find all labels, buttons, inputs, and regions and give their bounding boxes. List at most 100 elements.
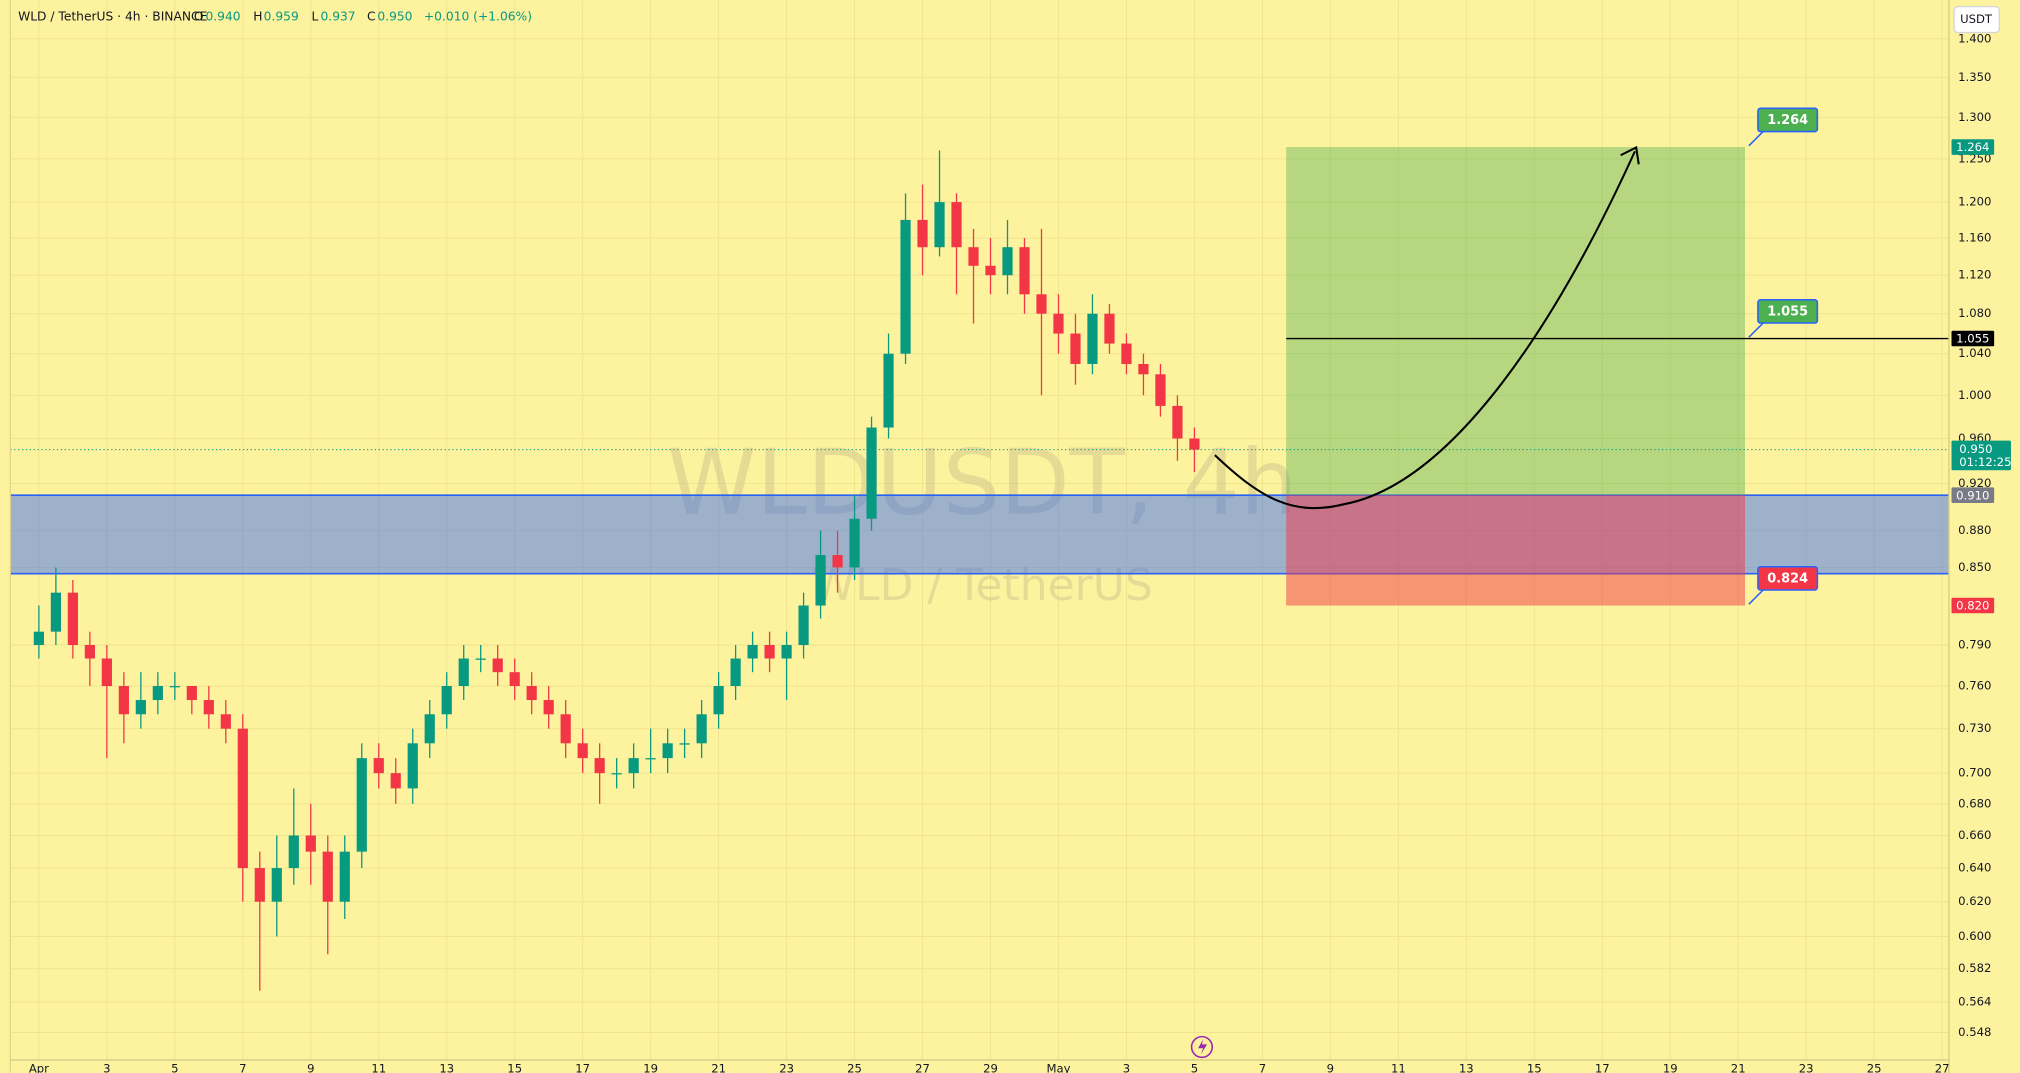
- candle-body: [985, 265, 996, 276]
- candle-body: [560, 714, 571, 744]
- header: WLD / TetherUS · 4h · BINANCE O 0.940 H …: [18, 9, 532, 23]
- y-tick-label: 0.582: [1958, 961, 1991, 975]
- arrow-head: [1620, 145, 1640, 165]
- candle-body: [662, 743, 673, 759]
- y-tick-label: 1.400: [1958, 31, 1991, 45]
- x-tick-label: 21: [1731, 1061, 1746, 1073]
- candle-body: [1053, 313, 1064, 334]
- x-tick-label: May: [1046, 1061, 1070, 1073]
- candle-body: [101, 658, 112, 687]
- event-icon[interactable]: [1190, 1035, 1214, 1059]
- candle-body: [441, 686, 452, 715]
- candle-body: [1121, 343, 1132, 364]
- plot: 1.264 1.055 0.824: [10, 107, 1949, 991]
- y-tick-label: 0.880: [1958, 523, 1991, 537]
- y-tick-label: 1.250: [1958, 151, 1991, 165]
- y-tick-label: 0.620: [1958, 894, 1991, 908]
- candle-body: [968, 247, 979, 266]
- forecast-arrow: [1214, 150, 1636, 510]
- axis-price-tag: [1951, 597, 1995, 614]
- x-tick-label: 13: [1459, 1061, 1474, 1073]
- candle-body: [832, 555, 843, 568]
- candle-body: [509, 672, 520, 687]
- callout-box: [1757, 565, 1819, 591]
- candle-body: [33, 631, 44, 646]
- candle-body: [1172, 405, 1183, 439]
- candle-body: [356, 758, 367, 852]
- event-bolt: [1198, 1039, 1208, 1055]
- axis-price-label: 0.820: [1956, 599, 1989, 613]
- candle-body: [254, 868, 265, 902]
- candle-body: [849, 518, 860, 568]
- l-value: 0.937: [321, 9, 356, 23]
- x-tick-label: 15: [507, 1061, 522, 1073]
- last-price-tag: [1951, 440, 2011, 471]
- candle-body: [900, 219, 911, 354]
- currency-button[interactable]: [1953, 5, 2000, 34]
- candle-body: [1189, 438, 1200, 450]
- candle-body: [1104, 313, 1115, 344]
- callout-label: 0.824: [1767, 572, 1808, 587]
- price-axis: Apr 3 5 7 9 11 13 15 17 19 21 23 25 27 29 May 3 5 7 9 11 13 15…: [29, 31, 2012, 1073]
- x-tick-label: 29: [983, 1061, 998, 1073]
- grid: [10, 0, 1949, 1060]
- callout-box: [1757, 107, 1819, 133]
- candle-body: [679, 743, 690, 745]
- x-tick-label: 19: [1663, 1061, 1678, 1073]
- candle-body: [186, 686, 197, 701]
- x-tick-label: 11: [1391, 1061, 1406, 1073]
- x-tick-label: Apr: [29, 1061, 49, 1073]
- axis-price-label: 1.055: [1956, 332, 1989, 346]
- x-tick-label: 11: [371, 1061, 386, 1073]
- candle-body: [220, 714, 231, 729]
- candle-body: [747, 645, 758, 659]
- candle-body: [373, 758, 384, 774]
- candle-body: [951, 202, 962, 248]
- profit-zone: [1286, 147, 1746, 496]
- h-value: 0.959: [264, 9, 299, 23]
- candle-body: [271, 868, 282, 902]
- x-tick-label: 3: [103, 1061, 110, 1073]
- x-tick-label: 9: [307, 1061, 314, 1073]
- callout-leader: [1748, 131, 1764, 147]
- x-tick-label: 3: [1123, 1061, 1130, 1073]
- candle-body: [1019, 247, 1030, 295]
- h-key: H: [253, 9, 262, 23]
- candle-body: [764, 645, 775, 659]
- currency[interactable]: USDT: [1960, 12, 1993, 26]
- candle-body: [50, 592, 61, 632]
- x-tick-label: 21: [711, 1061, 726, 1073]
- x-tick-label: 7: [239, 1061, 246, 1073]
- candle-body: [390, 773, 401, 789]
- x-tick-label: 5: [1191, 1061, 1198, 1073]
- candle-body: [1070, 333, 1081, 364]
- axis-price-tag: [1951, 139, 1995, 155]
- candle-body: [730, 658, 741, 687]
- candle-body: [118, 686, 129, 715]
- candle-body: [713, 686, 724, 715]
- c-value: 0.950: [377, 9, 412, 23]
- y-tick-label: 1.160: [1958, 231, 1991, 245]
- y-tick-label: 0.790: [1958, 638, 1991, 652]
- x-tick-label: 23: [1799, 1061, 1814, 1073]
- y-tick-label: 0.850: [1958, 560, 1991, 574]
- candle-body: [84, 645, 95, 659]
- watermark-sub: WLD / TetherUS: [812, 560, 1153, 611]
- candle-body: [1138, 363, 1149, 375]
- y-tick-label: 0.920: [1958, 476, 1991, 490]
- x-tick-label: 27: [1935, 1061, 1950, 1073]
- candle-body: [1155, 374, 1166, 406]
- callout-leader: [1748, 322, 1764, 338]
- x-tick-label: 9: [1327, 1061, 1334, 1073]
- y-tick-label: 1.200: [1958, 195, 1991, 209]
- x-tick-label: 17: [575, 1061, 590, 1073]
- c-key: C: [367, 9, 376, 23]
- candle-body: [645, 758, 656, 760]
- candle-body: [1087, 313, 1098, 364]
- candle-body: [543, 700, 554, 715]
- candle-body: [934, 202, 945, 248]
- countdown: 01:12:25: [1959, 455, 2011, 469]
- axis-price-label: 1.264: [1956, 140, 1989, 154]
- candle-body: [424, 714, 435, 744]
- y-tick-label: 0.640: [1958, 861, 1991, 875]
